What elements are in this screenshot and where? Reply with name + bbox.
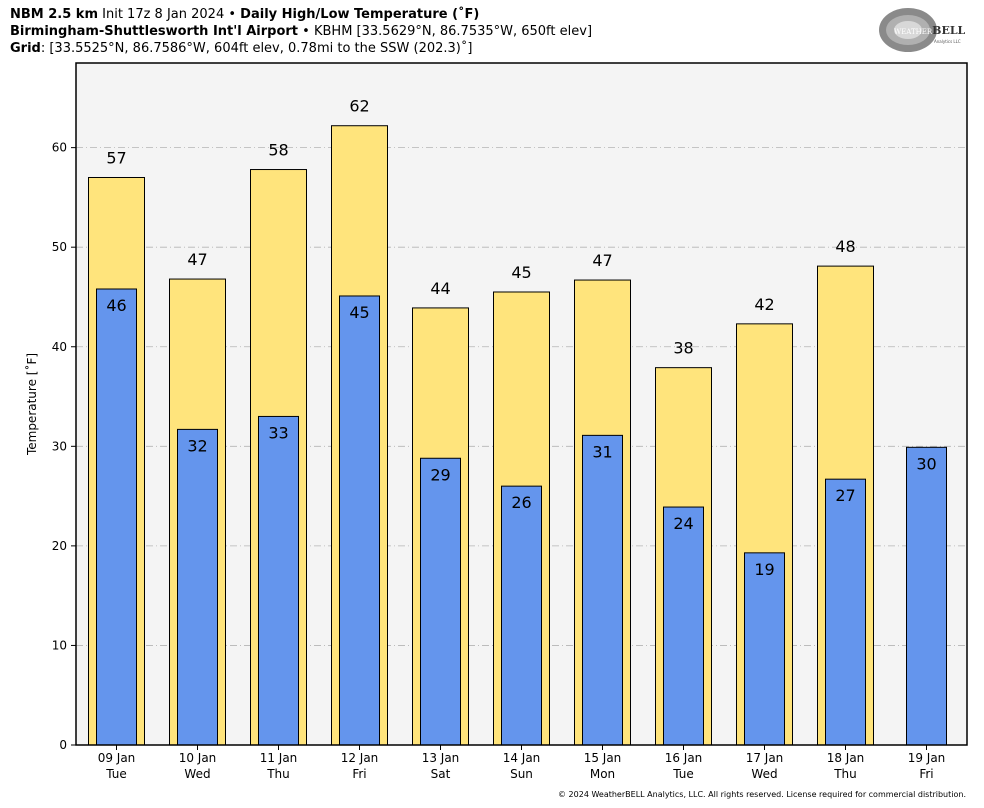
low-temp-label: 46 [106, 296, 126, 315]
low-temp-label: 31 [592, 442, 612, 461]
high-temp-label: 38 [673, 339, 693, 358]
x-tick-date: 19 Jan [908, 751, 946, 765]
y-tick-label: 20 [52, 539, 67, 553]
low-temp-bar [906, 446, 947, 746]
chart-title: Daily High/Low Temperature (˚F) [240, 7, 480, 22]
x-tick-date: 10 Jan [179, 751, 217, 765]
x-tick-day: Sun [510, 767, 533, 781]
x-tick-date: 17 Jan [746, 751, 784, 765]
x-tick-day: Wed [751, 767, 777, 781]
low-temp-label: 19 [754, 560, 774, 579]
x-tick-day: Mon [590, 767, 615, 781]
y-tick-label: 40 [52, 340, 67, 354]
x-tick-date: 09 Jan [98, 751, 136, 765]
high-temp-label: 48 [835, 237, 855, 256]
low-temp-label: 29 [430, 465, 450, 484]
low-temp-bar [825, 478, 866, 746]
low-temp-label: 26 [511, 493, 531, 512]
low-temp-bar [663, 506, 704, 746]
x-axis: 09 Jan Tue 10 Jan Wed 11 Jan Thu 12 Jan Fri 13 J… [98, 745, 946, 781]
high-temp-label: 58 [268, 141, 288, 160]
x-tick-date: 15 Jan [584, 751, 622, 765]
high-temp-label: 45 [511, 263, 531, 282]
y-tick-label: 30 [52, 439, 67, 453]
low-temp-label: 32 [187, 436, 207, 455]
bars [88, 125, 947, 746]
high-temp-label: 62 [349, 97, 369, 116]
x-tick-date: 12 Jan [341, 751, 379, 765]
station-name: Birmingham-Shuttlesworth Int'l Airport [10, 24, 299, 39]
x-tick-date: 11 Jan [260, 751, 298, 765]
separator: • [302, 24, 310, 39]
x-tick-date: 16 Jan [665, 751, 703, 765]
data-labels: 57 46 47 32 58 33 62 45 44 29 45 26 47 31 38 24 42 19 48 27… [106, 97, 936, 579]
y-tick-label: 0 [59, 738, 67, 752]
low-temp-label: 30 [916, 454, 936, 473]
low-temp-bar [420, 457, 461, 746]
low-temp-bar [744, 552, 785, 746]
low-temp-bar [582, 434, 623, 746]
logo-subtext: Analytics LLC [934, 39, 961, 44]
logo-text: WEATHERBELL [894, 24, 966, 37]
high-temp-label: 57 [106, 148, 126, 167]
low-temp-label: 45 [349, 303, 369, 322]
high-temp-label: 42 [754, 295, 774, 314]
y-tick-label: 60 [52, 141, 67, 155]
low-temp-bar [339, 295, 380, 746]
low-temp-label: 27 [835, 486, 855, 505]
y-axis: 0 10 20 30 40 50 60 [52, 141, 76, 752]
x-tick-day: Fri [352, 767, 366, 781]
y-tick-label: 10 [52, 638, 67, 652]
high-temp-label: 44 [430, 279, 450, 298]
y-tick-label: 50 [52, 240, 67, 254]
grid-detail: : [33.5525°N, 86.7586°W, 604ft elev, 0.7… [40, 41, 473, 56]
x-tick-day: Thu [833, 767, 857, 781]
station-detail: KBHM [33.5629°N, 86.7535°W, 650ft elev] [313, 24, 593, 39]
x-tick-day: Sat [431, 767, 451, 781]
low-temp-label: 24 [673, 514, 693, 533]
low-temp-bar [177, 428, 218, 746]
high-temp-label: 47 [592, 251, 612, 270]
x-tick-day: Wed [184, 767, 210, 781]
x-tick-day: Tue [672, 767, 694, 781]
low-temp-label: 33 [268, 423, 288, 442]
x-tick-date: 18 Jan [827, 751, 865, 765]
x-tick-day: Fri [919, 767, 933, 781]
header-line-3: Grid: [33.5525°N, 86.7586°W, 604ft elev,… [10, 40, 592, 57]
x-tick-date: 13 Jan [422, 751, 460, 765]
separator: • [228, 7, 237, 22]
low-temp-bar [258, 415, 299, 746]
low-temp-bar [96, 288, 137, 746]
weatherbell-logo: WEATHERBELL Analytics LLC [879, 8, 966, 52]
header-line-1: NBM 2.5 km Init 17z 8 Jan 2024 • Daily H… [10, 6, 592, 23]
model-name: NBM 2.5 km [10, 7, 98, 22]
copyright-footer: © 2024 WeatherBELL Analytics, LLC. All r… [558, 790, 966, 799]
header-line-2: Birmingham-Shuttlesworth Int'l Airport •… [10, 23, 592, 40]
y-axis-label: Temperature [˚F] [24, 353, 39, 456]
x-tick-day: Thu [266, 767, 290, 781]
init-time: Init 17z 8 Jan 2024 [102, 7, 225, 22]
high-temp-label: 47 [187, 250, 207, 269]
low-temp-bar [501, 485, 542, 746]
chart-header: NBM 2.5 km Init 17z 8 Jan 2024 • Daily H… [10, 6, 592, 57]
x-tick-date: 14 Jan [503, 751, 541, 765]
grid-label: Grid [10, 41, 41, 56]
x-tick-day: Tue [105, 767, 127, 781]
